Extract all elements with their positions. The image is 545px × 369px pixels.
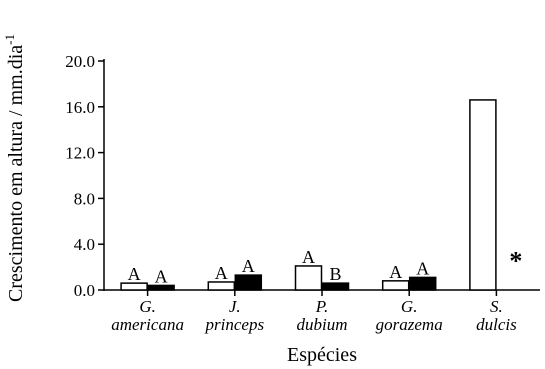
bar bbox=[234, 274, 263, 291]
y-tick-label: 20.0 bbox=[65, 52, 95, 71]
y-tick-label: 8.0 bbox=[74, 189, 95, 208]
bar-letter-label: A bbox=[416, 258, 429, 278]
y-tick-label: 12.0 bbox=[65, 144, 95, 163]
x-tick-label-line: G. bbox=[401, 297, 418, 316]
x-tick-label: P. dubium bbox=[297, 297, 348, 334]
bar-letter-label: A bbox=[302, 247, 315, 267]
x-tick-label-line: princeps bbox=[205, 315, 265, 334]
bar-letter-label: A bbox=[242, 256, 255, 276]
bar bbox=[321, 282, 350, 291]
bar bbox=[294, 265, 323, 291]
y-axis-title: Crescimento em altura / mm.dia-1 bbox=[2, 34, 27, 302]
x-tick-label-line: dulcis bbox=[476, 315, 517, 334]
bar bbox=[469, 99, 497, 291]
x-tick-label-line: J. bbox=[229, 297, 241, 316]
bar bbox=[381, 280, 410, 291]
bar bbox=[207, 281, 236, 291]
y-tick-label: 4.0 bbox=[74, 235, 95, 254]
bar bbox=[120, 282, 148, 291]
bar-letter-label: A bbox=[128, 264, 141, 284]
bar bbox=[408, 276, 437, 291]
x-tick-label-line: P. bbox=[315, 297, 328, 316]
x-tick-label-line: americana bbox=[111, 315, 184, 334]
bar-letter-label: A bbox=[155, 266, 168, 286]
bar-letter-label: A bbox=[389, 262, 402, 282]
x-tick-label: J. princeps bbox=[205, 297, 265, 334]
x-tick-label: G. gorazema bbox=[376, 297, 443, 334]
x-tick-label-line: gorazema bbox=[376, 315, 443, 334]
y-axis-title-superscript: -1 bbox=[2, 34, 17, 45]
x-axis-title: Espécies bbox=[287, 344, 357, 366]
y-axis: 0.0 4.0 8.0 12.0 16.0 20.0 bbox=[65, 52, 105, 300]
x-tick-label: G. americana bbox=[111, 297, 184, 334]
bar-letter-label: A bbox=[215, 263, 228, 283]
x-tick-label-line: dubium bbox=[297, 315, 348, 334]
bar-letter-label: B bbox=[329, 264, 341, 284]
y-axis-title-text: Crescimento em altura / mm.dia bbox=[5, 45, 27, 302]
x-tick-label: S. dulcis bbox=[476, 297, 517, 334]
x-tick-label-line: G. bbox=[139, 297, 156, 316]
x-tick-label-line: S. bbox=[490, 297, 503, 316]
significance-marker: * bbox=[509, 246, 522, 275]
bars bbox=[120, 99, 497, 291]
bar bbox=[147, 284, 175, 291]
y-tick-label: 16.0 bbox=[65, 98, 95, 117]
y-tick-label: 0.0 bbox=[74, 281, 95, 300]
annotations: A A A A AB A A * bbox=[128, 246, 523, 286]
